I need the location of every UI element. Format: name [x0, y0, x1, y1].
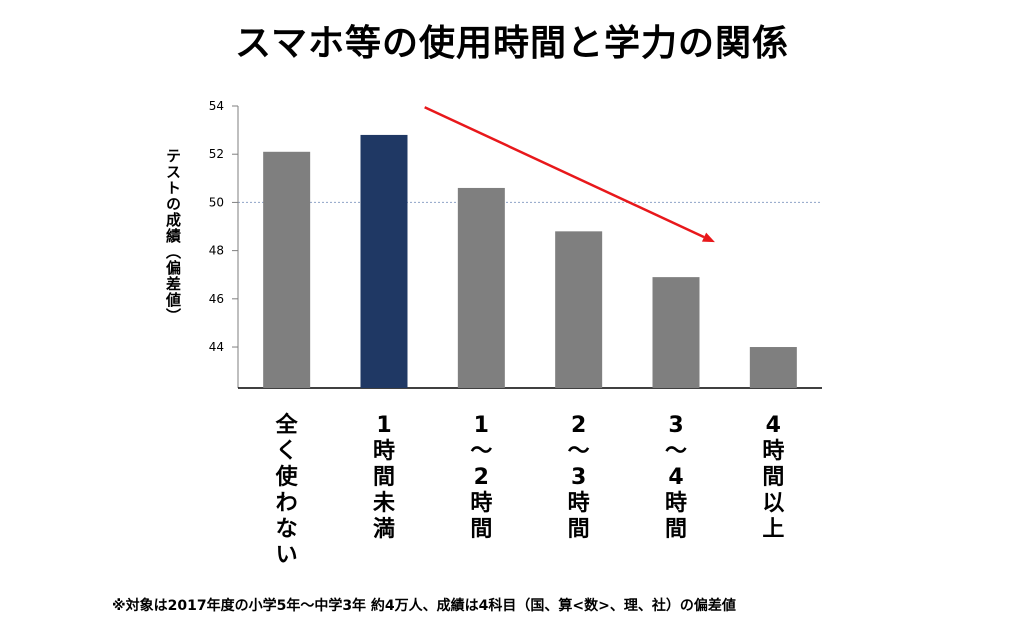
y-axis-label: テストの成績（偏差値） — [164, 148, 182, 324]
category-label: 1 〜 2 時間 — [470, 413, 492, 542]
category-label: 3 〜 4 時間 — [665, 413, 687, 542]
trend-arrow-head — [701, 232, 715, 243]
bar — [457, 187, 505, 388]
bar — [263, 151, 311, 388]
bar — [749, 347, 797, 388]
footnote: ※対象は2017年度の小学5年〜中学3年 約4万人、成績は4科目（国、算<数>、… — [112, 598, 736, 614]
y-tick-label: 44 — [209, 340, 224, 354]
bar — [360, 134, 408, 388]
bar — [652, 277, 700, 388]
category-label: 全く使わない — [275, 412, 299, 568]
y-tick-label: 46 — [209, 292, 224, 306]
y-tick-label: 52 — [209, 147, 224, 161]
trend-arrow-line — [424, 106, 705, 239]
y-tick-label: 54 — [209, 99, 224, 113]
category-label: 1 時間未満 — [373, 413, 395, 542]
y-tick-label: 48 — [209, 244, 224, 258]
bar — [555, 231, 603, 388]
y-tick-label: 50 — [209, 195, 224, 209]
chart-title: スマホ等の使用時間と学力の関係 — [235, 23, 789, 64]
category-label: 4 時間以上 — [762, 413, 784, 542]
category-label: 2 〜 3 時間 — [568, 413, 590, 542]
